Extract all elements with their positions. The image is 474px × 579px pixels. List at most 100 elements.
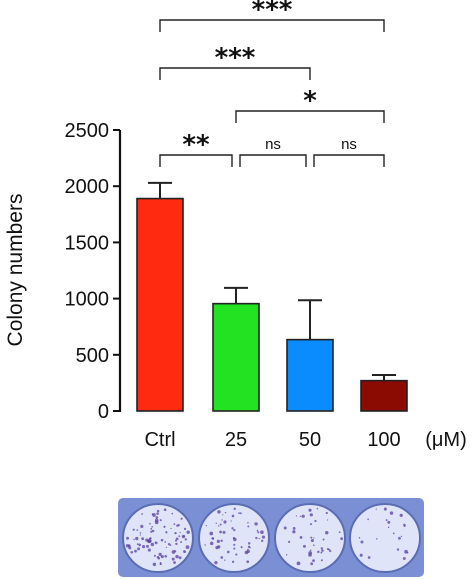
colony-dot: [231, 527, 234, 530]
colony-dot: [233, 507, 236, 510]
colony-dot: [137, 547, 141, 551]
bar: [286, 338, 334, 412]
colony-dot: [126, 536, 130, 540]
colony-dot: [398, 536, 401, 540]
colony-dot: [145, 538, 149, 542]
colony-dot: [239, 512, 242, 515]
colony-dot: [232, 536, 236, 540]
colony-dot: [296, 561, 301, 566]
significance-bracket: [313, 154, 385, 167]
colony-dot: [160, 556, 162, 558]
colony-dot: [238, 512, 240, 515]
colony-dot: [136, 529, 139, 531]
colony-dot: [209, 531, 214, 536]
colony-dot: [301, 514, 305, 518]
colony-dot: [177, 523, 180, 527]
colony-dot: [155, 516, 159, 519]
colony-dot: [156, 509, 160, 513]
colony-dot: [313, 537, 315, 539]
colony-dot: [125, 543, 130, 548]
significance-label: ***: [252, 0, 293, 25]
y-tick-label: 1000: [65, 289, 110, 311]
colony-dot: [205, 524, 207, 527]
y-tick-label: 2500: [65, 120, 110, 142]
colony-dot: [230, 520, 232, 522]
colony-dot: [320, 559, 323, 562]
colony-dot: [164, 541, 167, 543]
colony-dot: [321, 549, 324, 552]
colony-dot: [222, 530, 226, 534]
colony-dot: [134, 549, 137, 553]
y-axis: 0 500 1000 1500 2000 2500: [65, 120, 122, 423]
colony-dot: [128, 546, 132, 550]
colony-dot: [338, 531, 341, 534]
colony-dot: [309, 549, 312, 552]
colony-dot: [175, 554, 179, 559]
colony-dot: [358, 537, 361, 539]
colony-dot: [146, 544, 149, 548]
colony-dot: [151, 529, 155, 533]
colony-dot: [324, 531, 329, 535]
colony-dot: [244, 550, 249, 555]
colony-dot: [153, 554, 156, 557]
colony-dot: [224, 559, 226, 561]
colony-dot: [159, 519, 162, 522]
significance-bracket: [239, 154, 307, 167]
colony-dot: [233, 529, 236, 532]
plate-frame: [118, 498, 424, 577]
colony-dot: [152, 562, 157, 567]
significance-brackets: ********* ns ns: [159, 0, 385, 167]
colony-dot: [148, 537, 151, 540]
colony-dot: [175, 537, 179, 541]
significance-label: **: [182, 130, 210, 160]
colony-dot: [221, 519, 223, 521]
colony-dot: [183, 535, 185, 538]
colony-dot: [387, 520, 391, 524]
colony-dot: [257, 531, 260, 534]
colony-dot: [141, 537, 145, 541]
colony-dot: [151, 525, 154, 528]
well: [349, 503, 421, 573]
colony-dot: [283, 526, 287, 530]
colony-dot: [156, 556, 160, 559]
colony-dot: [175, 542, 178, 546]
colony-dot: [312, 544, 315, 547]
colony-dot: [135, 536, 139, 541]
well: [122, 503, 194, 573]
colony-dot: [165, 531, 168, 534]
significance-bracket: [159, 67, 311, 80]
y-axis-label: Colony numbers: [4, 194, 27, 347]
colony-dot: [400, 535, 403, 538]
colony-dot: [164, 554, 168, 558]
colony-dot: [184, 538, 187, 541]
colony-dot: [147, 539, 152, 543]
colony-dot: [309, 523, 312, 526]
colony-dot: [240, 546, 243, 549]
colony-dot: [255, 536, 258, 540]
bar: [212, 302, 260, 412]
x-tick-label: 25: [225, 429, 247, 451]
colony-dot: [233, 547, 236, 550]
colony-dot: [139, 534, 141, 536]
colony-dot: [254, 522, 258, 526]
colony-dot: [399, 513, 403, 518]
colony-dot: [367, 518, 369, 521]
colony-dot: [247, 542, 251, 545]
colony-dot: [360, 540, 364, 544]
colony-dot: [215, 522, 217, 524]
bar: [136, 197, 184, 412]
colony-dot: [292, 526, 296, 530]
colony-dot: [258, 537, 260, 540]
colony-dot: [219, 530, 222, 534]
y-tick-label: 2000: [65, 176, 110, 198]
colony-dot: [320, 551, 323, 554]
colony-dot: [150, 530, 153, 533]
bars: [136, 181, 408, 412]
colony-dot: [141, 513, 143, 515]
colony-dot: [308, 508, 312, 512]
colony-dot: [183, 527, 187, 531]
colony-dot: [317, 550, 320, 554]
significance-bracket: [159, 154, 233, 167]
colony-dot: [140, 524, 144, 528]
x-tick-label: 50: [299, 429, 321, 451]
